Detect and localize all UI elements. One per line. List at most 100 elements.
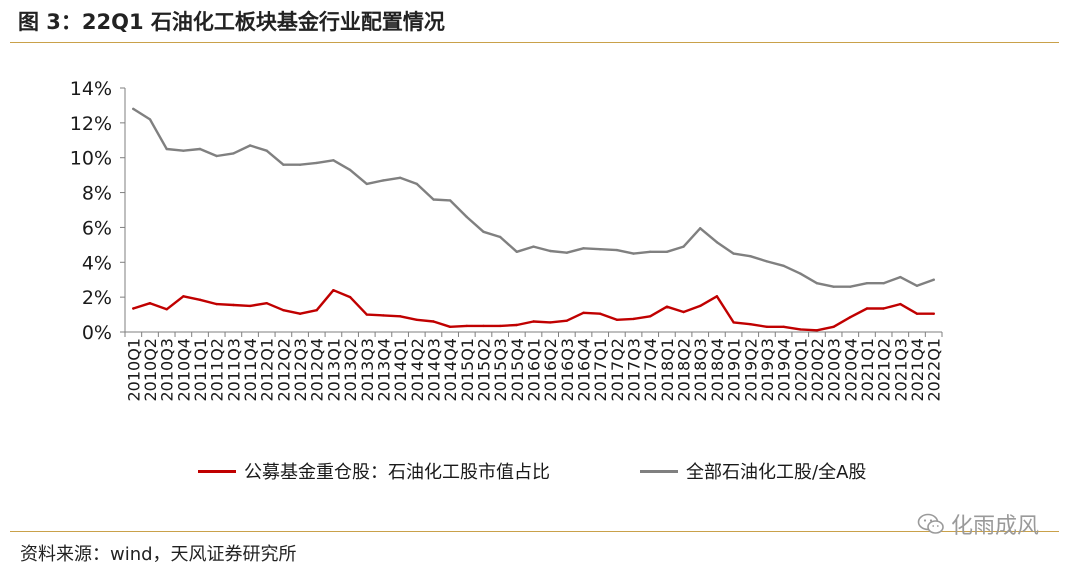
source-note: 资料来源：wind，天风证券研究所 — [20, 544, 297, 565]
x-tick-label: 2022Q1 — [925, 338, 944, 402]
x-tick-label: 2010Q3 — [158, 338, 177, 402]
data-point-fund — [298, 312, 302, 315]
legend-label-share: 全部石油化工股/全A股 — [686, 462, 867, 483]
data-point-share — [732, 252, 735, 255]
data-point-share — [348, 168, 352, 172]
data-point-share — [882, 282, 885, 285]
data-point-share — [298, 163, 302, 166]
x-tick-label: 2016Q4 — [575, 338, 594, 402]
x-tick-label: 2015Q2 — [474, 338, 493, 402]
x-tick-label: 2018Q3 — [691, 338, 710, 402]
data-point-share — [932, 278, 935, 281]
data-point-share — [565, 251, 568, 254]
x-tick-label: 2013Q2 — [341, 338, 360, 402]
data-point-fund — [615, 318, 619, 321]
x-tick-label: 2019Q2 — [741, 338, 760, 402]
data-point-fund — [248, 304, 252, 308]
x-tick-label: 2011Q3 — [224, 338, 243, 402]
data-point-share — [532, 245, 535, 248]
x-tick-label: 2011Q2 — [208, 338, 227, 402]
x-tick-label: 2012Q4 — [308, 338, 327, 402]
data-point-fund — [782, 325, 785, 328]
x-tick-label: 2012Q3 — [291, 338, 310, 402]
data-point-share — [899, 275, 902, 279]
data-point-share — [215, 154, 218, 158]
data-point-share — [815, 282, 819, 285]
x-tick-label: 2017Q1 — [591, 338, 610, 402]
y-tick-label: 12% — [70, 113, 112, 135]
x-tick-label: 2011Q4 — [241, 338, 260, 402]
series-layer — [132, 107, 935, 332]
data-point-share — [132, 107, 135, 111]
x-tick-label: 2020Q2 — [808, 338, 827, 402]
data-point-fund — [765, 325, 769, 328]
legend: 公募基金重仓股：石油化工股市值占比 全部石油化工股/全A股 — [0, 458, 1069, 488]
x-tick-label: 2019Q1 — [725, 338, 744, 402]
data-point-share — [832, 285, 835, 288]
x-tick-label: 2020Q3 — [825, 338, 844, 402]
data-point-share — [549, 249, 552, 253]
x-tick-label: 2016Q3 — [558, 338, 577, 402]
data-point-fund — [198, 298, 202, 301]
x-tick-label: 2012Q2 — [274, 338, 293, 402]
data-point-share — [782, 264, 785, 267]
data-point-share — [332, 159, 335, 162]
x-tick-label: 2015Q1 — [458, 338, 477, 402]
data-point-share — [148, 118, 152, 121]
data-point-share — [265, 149, 268, 152]
data-point-fund — [215, 302, 218, 306]
legend-label-fund: 公募基金重仓股：石油化工股市值占比 — [244, 462, 550, 483]
data-point-share — [799, 272, 802, 275]
x-tick-label: 2021Q2 — [875, 338, 894, 402]
y-axis: 0% 2% 4% 6% 8% 10% 12% 14% — [70, 78, 126, 344]
y-tick-label: 0% — [82, 322, 112, 344]
x-tick-label: 2017Q2 — [608, 338, 627, 402]
watermark: 化雨成风 — [917, 508, 1039, 540]
x-tick-label: 2016Q1 — [525, 338, 544, 402]
series-line-share — [132, 107, 935, 288]
x-tick-label: 2013Q4 — [374, 338, 393, 402]
data-point-fund — [332, 289, 335, 292]
x-axis: 2010Q12010Q22010Q32010Q42011Q12011Q22011… — [124, 331, 944, 402]
data-point-fund — [882, 307, 885, 310]
data-point-fund — [932, 312, 935, 315]
data-point-share — [282, 163, 285, 166]
data-point-share — [499, 235, 502, 239]
title-divider — [10, 42, 1059, 43]
data-point-share — [849, 285, 852, 288]
data-point-share — [649, 250, 652, 253]
x-tick-label: 2017Q4 — [641, 338, 660, 402]
data-point-fund — [282, 309, 285, 312]
series-line-fund — [132, 289, 935, 332]
data-point-share — [432, 198, 435, 201]
figure-title: 图 3：22Q1 石油化工板块基金行业配置情况 — [18, 10, 445, 34]
x-tick-label: 2015Q3 — [491, 338, 510, 402]
x-tick-label: 2010Q2 — [141, 338, 160, 402]
data-point-fund — [232, 303, 235, 307]
data-point-fund — [849, 316, 852, 319]
legend-item-share: 全部石油化工股/全A股 — [640, 458, 866, 484]
x-tick-label: 2021Q3 — [891, 338, 910, 402]
data-point-share — [632, 252, 635, 255]
data-point-share — [765, 260, 769, 263]
x-tick-label: 2014Q3 — [424, 338, 443, 402]
data-point-share — [248, 144, 252, 147]
data-point-fund — [682, 310, 685, 314]
data-point-share — [582, 247, 585, 250]
x-tick-label: 2011Q1 — [191, 338, 210, 402]
data-point-fund — [749, 323, 752, 326]
legend-swatch-fund — [198, 469, 236, 473]
data-point-fund — [715, 295, 719, 298]
data-point-fund — [465, 324, 468, 328]
footer-divider — [10, 531, 1059, 532]
data-point-share — [715, 241, 719, 244]
x-tick-label: 2020Q4 — [841, 338, 860, 402]
data-point-fund — [565, 319, 568, 322]
data-point-share — [398, 176, 402, 179]
x-tick-label: 2018Q4 — [708, 338, 727, 402]
data-point-fund — [148, 302, 152, 305]
x-tick-label: 2019Q4 — [775, 338, 794, 402]
y-tick-label: 14% — [70, 78, 112, 100]
data-point-share — [915, 284, 919, 287]
data-point-fund — [365, 313, 368, 316]
